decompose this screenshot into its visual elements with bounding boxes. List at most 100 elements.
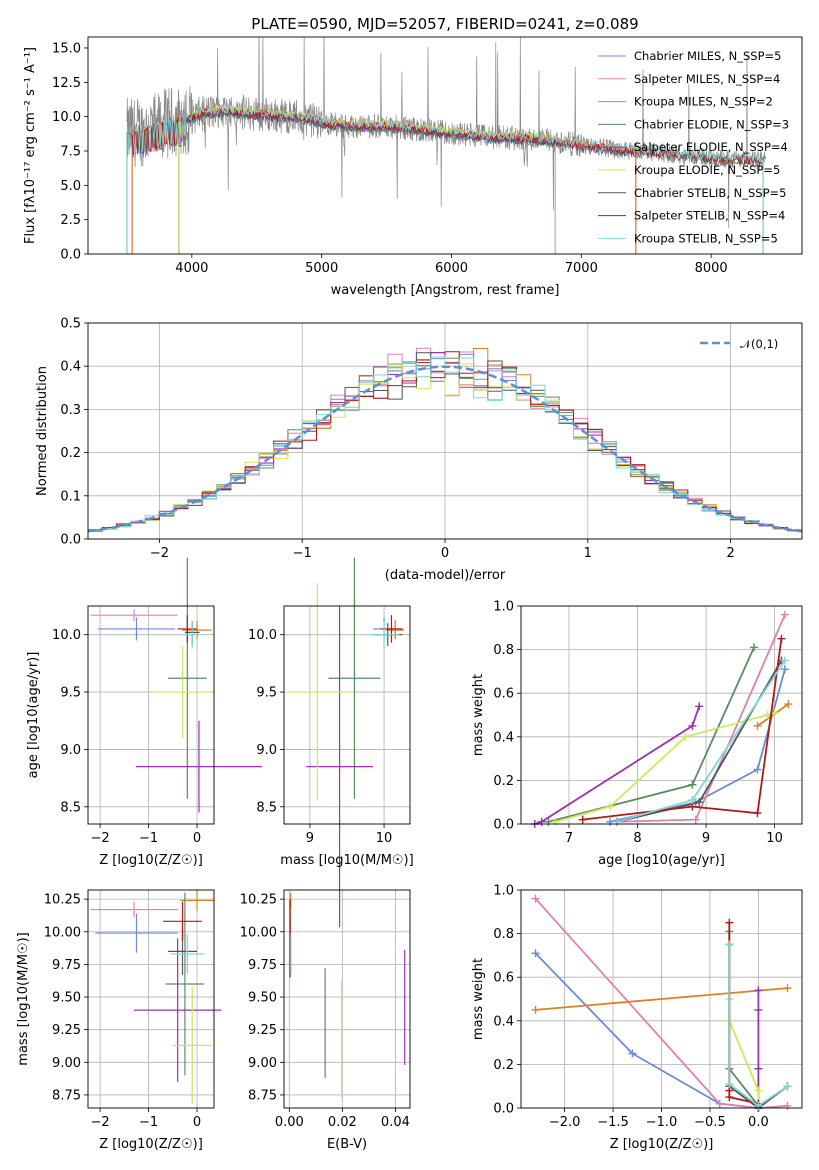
weight-line xyxy=(535,987,788,1011)
histogram-series xyxy=(88,351,802,532)
y-tick-label: 0.3 xyxy=(60,403,81,418)
spectrum-title: PLATE=0590, MJD=52057, FIBERID=0241, z=0… xyxy=(251,15,638,33)
age_vs_Z-ylabel: age [log10(age/yr)] xyxy=(26,652,41,779)
age_vs_Z-axes: −2 −1 0 8.5 9.0 9.5 10.0 xyxy=(52,606,214,846)
legend-label: Chabrier STELIB, N_SSP=5 xyxy=(634,186,786,200)
plus-marker xyxy=(754,1005,763,1014)
mass_vs_Z-axes: −2 −1 0 8.75 9.00 9.25 9.50 9.75 10.00 10.25 xyxy=(44,890,214,1130)
legend-label: Chabrier ELODIE, N_SSP=3 xyxy=(634,117,789,131)
plus-marker xyxy=(784,700,793,709)
plus-marker xyxy=(750,643,759,652)
x-tick-label: 0.04 xyxy=(381,1115,410,1130)
y-tick-label: 0.6 xyxy=(493,971,514,986)
y-tick-label: 10.00 xyxy=(240,925,277,940)
y-tick-label: 9.5 xyxy=(256,686,277,701)
mass_vs_ebv-axes: 0.00 0.02 0.04 8.75 9.00 9.25 9.50 9.75 10.00 10.… xyxy=(240,890,410,1130)
legend-label: Salpeter MILES, N_SSP=4 xyxy=(634,72,780,86)
weight-line xyxy=(728,944,789,1107)
plus-marker xyxy=(725,918,734,927)
mass_weight_vs_Z-xlabel: Z [log10(Z/Z☉)] xyxy=(610,1137,714,1152)
y-tick-label: 0.2 xyxy=(493,1058,514,1073)
plus-marker xyxy=(544,817,553,826)
x-tick-label: 0 xyxy=(193,831,201,846)
age_vs_mass-axes: 9 10 8.5 9.0 9.5 10.0 xyxy=(248,606,410,846)
errorbar-point xyxy=(180,890,214,911)
y-tick-label: 9.00 xyxy=(52,1056,81,1071)
plus-marker xyxy=(531,894,540,903)
spectrum-frame xyxy=(87,36,803,255)
age_vs_Z-xlabel: Z [log10(Z/Z☉)] xyxy=(99,853,203,868)
y-tick-label: 9.75 xyxy=(248,958,277,973)
y-tick-label: 1.0 xyxy=(493,884,514,899)
mass_weight_vs_Z-series xyxy=(531,894,792,1112)
mass_vs_ebv-xlabel: E(B-V) xyxy=(327,1137,367,1152)
spectrum-legend: Chabrier MILES, N_SSP=5 Salpeter MILES, N… xyxy=(598,49,789,245)
plus-marker xyxy=(688,780,697,789)
weight-line xyxy=(582,638,783,821)
mass_weight_vs_age-frame xyxy=(520,605,803,825)
plus-marker xyxy=(688,721,697,730)
x-tick-label: −1.5 xyxy=(597,1115,629,1130)
errorbar-point xyxy=(170,934,205,974)
errorbar-point xyxy=(284,583,351,802)
plus-marker xyxy=(780,610,789,619)
errorbar-point xyxy=(369,620,399,649)
age_vs_mass-xlabel: mass [log10(M/M☉)] xyxy=(280,853,413,868)
mass_weight_vs_age-xlabel: age [log10(age/yr)] xyxy=(598,853,725,868)
legend-label: Kroupa STELIB, N_SSP=5 xyxy=(634,231,778,245)
x-tick-label: 0.0 xyxy=(748,1115,769,1130)
x-tick-label: 2 xyxy=(726,546,734,561)
spectrum-data-group xyxy=(126,37,767,254)
plus-marker xyxy=(628,1049,637,1058)
y-tick-label: 9.25 xyxy=(52,1023,81,1038)
y-tick-label: 0.0 xyxy=(493,1102,514,1117)
y-tick-label: 0.5 xyxy=(60,317,81,332)
plus-marker xyxy=(754,986,763,995)
y-tick-label: 2.5 xyxy=(60,213,81,228)
plus-marker xyxy=(531,1005,540,1014)
plus-marker xyxy=(715,1099,724,1108)
y-tick-label: 10.25 xyxy=(44,893,81,908)
x-tick-label: 9 xyxy=(306,831,314,846)
plus-marker xyxy=(753,721,762,730)
x-tick-label: 0.02 xyxy=(328,1115,357,1130)
histogram-series xyxy=(88,356,802,532)
y-tick-label: 7.5 xyxy=(60,144,81,159)
plus-marker xyxy=(688,796,697,805)
y-tick-label: 9.5 xyxy=(60,686,81,701)
y-tick-label: 5.0 xyxy=(60,179,81,194)
weight-line xyxy=(548,647,755,823)
plus-marker xyxy=(780,665,789,674)
y-tick-label: 0.4 xyxy=(493,730,514,745)
x-tick-label: −2 xyxy=(91,831,110,846)
y-tick-label: 8.75 xyxy=(248,1088,277,1103)
errorbar-point xyxy=(328,557,381,799)
plus-marker xyxy=(753,809,762,818)
errorbar-point xyxy=(172,986,212,1105)
plus-marker xyxy=(537,817,546,826)
mass_weight_vs_age-series xyxy=(530,610,793,828)
plus-marker xyxy=(551,817,560,826)
spectrum-model-line xyxy=(126,104,763,163)
x-tick-label: 5000 xyxy=(305,261,338,276)
mass_weight_vs_Z-ylabel: mass weight xyxy=(471,958,486,1040)
x-tick-label: −2.0 xyxy=(549,1115,581,1130)
plus-marker xyxy=(753,765,762,774)
normal-curve xyxy=(87,365,803,533)
y-tick-label: 10.0 xyxy=(52,628,81,643)
y-tick-label: 10.0 xyxy=(248,628,277,643)
mass_weight_vs_Z-frame xyxy=(520,889,803,1109)
y-tick-label: 0.0 xyxy=(60,248,81,263)
y-tick-label: 15.0 xyxy=(52,41,81,56)
errorbar-point xyxy=(177,615,198,643)
y-tick-label: 8.5 xyxy=(60,800,81,815)
mass_vs_Z-xlabel: Z [log10(Z/Z☉)] xyxy=(99,1137,203,1152)
plus-marker xyxy=(606,817,615,826)
legend-label: Kroupa ELODIE, N_SSP=5 xyxy=(634,163,780,177)
x-tick-label: 1 xyxy=(584,546,592,561)
spectrum-ylabel: Flux [fλ10⁻¹⁷ erg cm⁻² s⁻¹ A⁻¹] xyxy=(23,47,38,244)
mass_vs_Z-points xyxy=(90,890,222,1105)
y-tick-label: 9.0 xyxy=(256,743,277,758)
y-tick-label: 9.50 xyxy=(248,991,277,1006)
